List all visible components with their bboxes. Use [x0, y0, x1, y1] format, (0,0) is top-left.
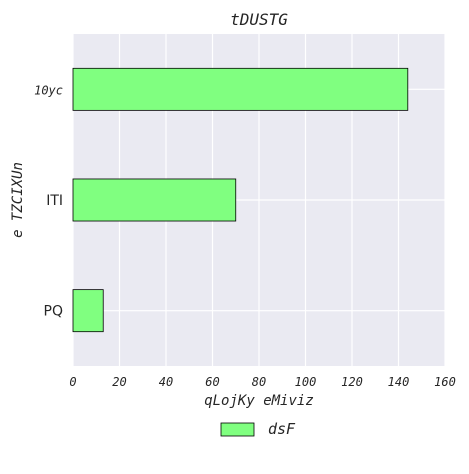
y-tick-label: PQ [44, 304, 63, 320]
chart-title: tDUSTG [230, 10, 288, 29]
x-tick-label: 160 [434, 375, 456, 389]
bar-PQ [72, 289, 104, 333]
bar-ITI [72, 178, 237, 222]
x-tick-label: 40 [159, 375, 173, 389]
y-tick-label: ITI [46, 193, 63, 209]
x-tick-label: 60 [205, 375, 219, 389]
legend: dsF [220, 420, 296, 438]
x-tick-label: 80 [252, 375, 266, 389]
bars [72, 67, 409, 333]
y-axis-label: e TZCIXUn [10, 162, 26, 238]
legend-swatch [220, 422, 255, 437]
y-tick-labels: 10yc ITI PQ [34, 83, 63, 319]
bar-10yc [72, 67, 409, 111]
legend-label: dsF [268, 420, 296, 438]
x-axis-label: qLojKy eMiviz [204, 393, 314, 409]
x-tick-label: 140 [388, 375, 410, 389]
x-tick-label: 120 [341, 375, 363, 389]
x-tick-label: 0 [69, 375, 76, 389]
x-tick-label: 20 [112, 375, 126, 389]
x-tick-labels: 0 20 40 60 80 100 120 140 160 [69, 375, 455, 389]
x-tick-label: 100 [295, 375, 317, 389]
y-tick-label: 10yc [34, 83, 63, 97]
